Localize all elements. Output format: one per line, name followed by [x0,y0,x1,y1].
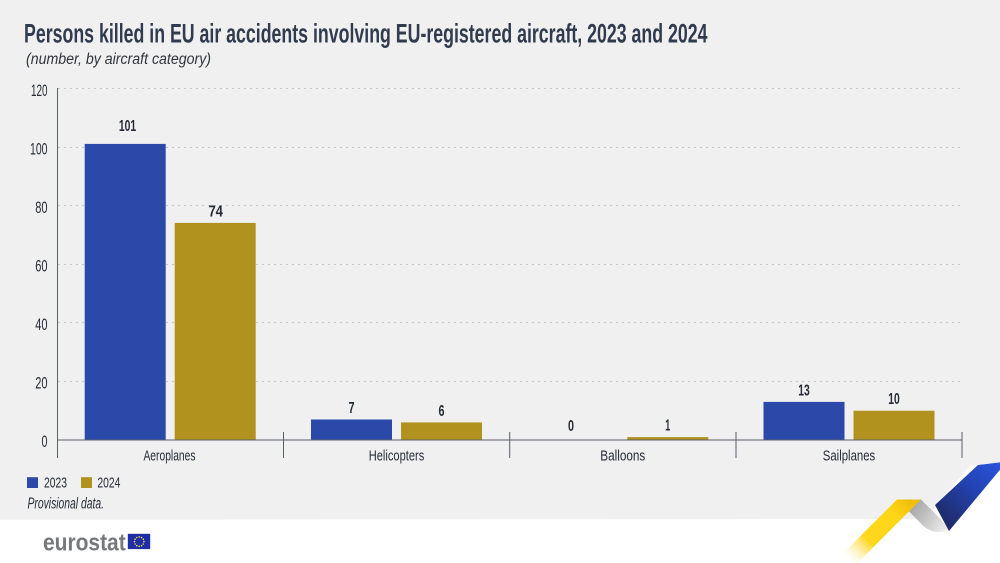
svg-text:Provisional data.: Provisional data. [28,496,105,513]
svg-text:74: 74 [208,204,223,221]
svg-text:Aeroplanes: Aeroplanes [143,448,195,464]
svg-text:Persons killed in EU air accid: Persons killed in EU air accidents invol… [24,18,708,48]
svg-text:0: 0 [42,433,48,451]
svg-text:13: 13 [798,382,810,399]
svg-text:20: 20 [35,375,47,393]
svg-text:Sailplanes: Sailplanes [823,448,876,464]
svg-text:2023: 2023 [44,475,67,492]
svg-text:(number, by aircraft category): (number, by aircraft category) [26,51,211,68]
svg-text:120: 120 [31,82,48,100]
svg-text:7: 7 [349,400,355,417]
svg-text:eurostat: eurostat [43,530,126,557]
svg-text:10: 10 [888,391,900,408]
svg-text:101: 101 [119,118,137,135]
svg-text:Helicopters: Helicopters [369,448,425,464]
svg-text:100: 100 [30,141,48,159]
svg-text:6: 6 [439,403,445,420]
svg-text:1: 1 [665,418,670,435]
svg-text:Balloons: Balloons [600,448,645,464]
svg-text:2024: 2024 [97,475,120,492]
svg-text:40: 40 [35,316,47,334]
svg-text:60: 60 [35,258,47,276]
svg-text:0: 0 [568,418,574,435]
svg-text:80: 80 [35,199,47,217]
